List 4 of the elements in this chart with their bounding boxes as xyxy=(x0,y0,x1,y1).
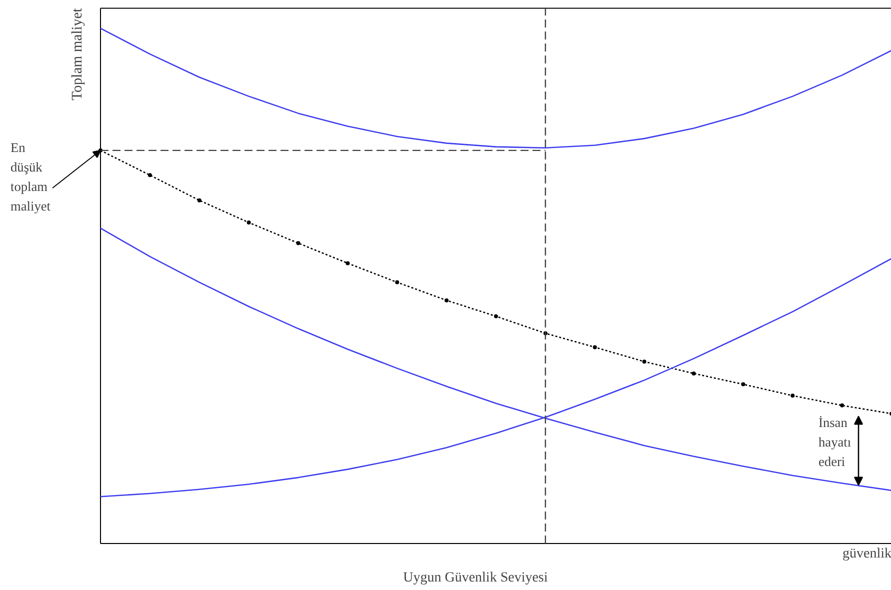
text: Uygun Güvenlik Seviyesi xyxy=(403,570,548,586)
text: En düşük toplam maliyet xyxy=(10,140,51,214)
annotation: İnsan hayatı ederi xyxy=(818,415,852,470)
y-axis-title: Toplam maliyet xyxy=(70,8,86,100)
